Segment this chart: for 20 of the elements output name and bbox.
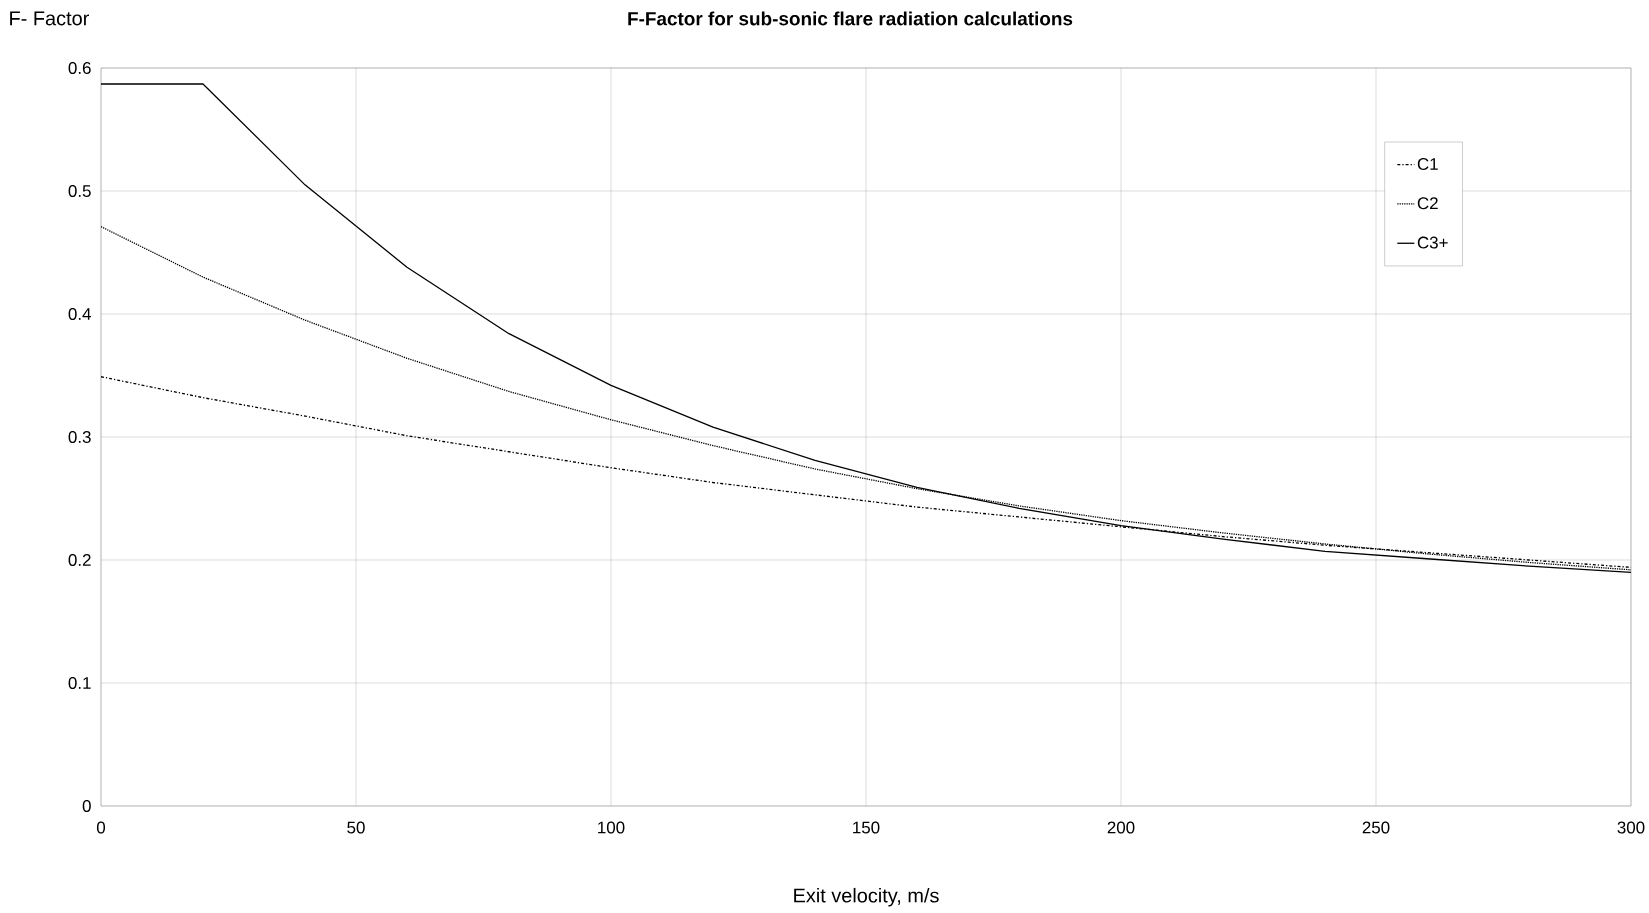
x-tick-label: 100 — [598, 821, 625, 834]
y-axis-title: F- Factor — [10, 11, 89, 26]
x-tick-label: 250 — [1362, 821, 1390, 834]
legend-label: C1 — [1417, 157, 1438, 170]
legend-label: C3+ — [1417, 236, 1448, 249]
y-tick-label: 0.6 — [68, 62, 91, 74]
x-tick-label: 200 — [1107, 821, 1135, 834]
y-tick-label: 0 — [82, 800, 91, 812]
legend-label: C2 — [1417, 197, 1438, 210]
x-tick-label: 300 — [1617, 821, 1645, 834]
x-tick-label: 50 — [347, 821, 365, 834]
x-tick-label: 0 — [96, 821, 106, 834]
y-tick-label: 0.4 — [68, 308, 91, 320]
x-axis-title: Exit velocity, m/s — [794, 887, 939, 907]
chart-title: F-Factor for sub-sonic flare radiation calculations — [628, 11, 1073, 26]
y-tick-label: 0.3 — [68, 431, 91, 443]
x-tick-label: 150 — [853, 821, 880, 834]
y-tick-label: 0.1 — [68, 677, 91, 689]
y-tick-label: 0.5 — [68, 185, 91, 197]
y-tick-label: 0.2 — [68, 554, 91, 566]
